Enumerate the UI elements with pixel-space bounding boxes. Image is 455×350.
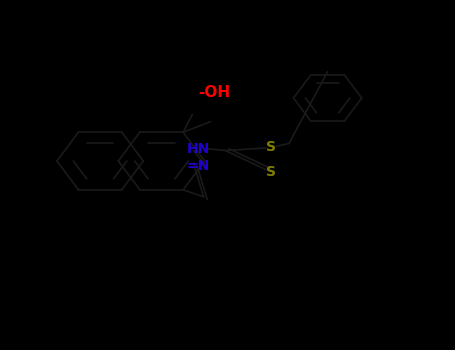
Text: -OH: -OH bbox=[198, 85, 230, 100]
Text: S: S bbox=[266, 140, 276, 154]
Text: S: S bbox=[266, 164, 276, 178]
Text: HN: HN bbox=[186, 142, 210, 156]
Text: =N: =N bbox=[186, 159, 210, 173]
